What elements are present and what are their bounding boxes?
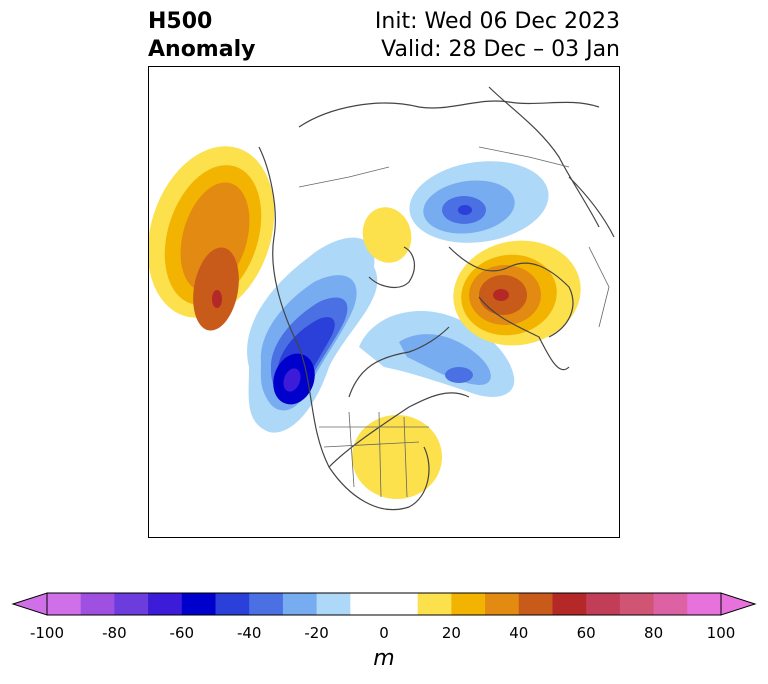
title-line-1: H500 <box>148 9 213 34</box>
title-line-2: Anomaly <box>148 37 256 62</box>
colorbar-cell <box>518 593 553 615</box>
colorbar-tick-label: 0 <box>379 624 389 642</box>
colorbar-tick-label: -20 <box>304 624 329 642</box>
colorbar-cell <box>47 593 82 615</box>
colorbar-cell <box>316 593 351 615</box>
colorbar-cell <box>350 593 385 615</box>
colorbar-tick-label: -100 <box>29 624 65 642</box>
colorbar-extend-max <box>720 592 757 616</box>
political-borders <box>298 146 610 498</box>
colorbar-tick-label: 60 <box>576 624 596 642</box>
positive-anomaly-gulf-of-alaska <box>149 146 275 331</box>
colorbar-cell <box>148 593 183 615</box>
colorbar-cell <box>586 593 621 615</box>
colorbar-cell <box>282 593 318 615</box>
colorbar-cell <box>215 593 250 615</box>
colorbar-tick-label: 20 <box>441 624 461 642</box>
run-info: Init: Wed 06 Dec 2023 Valid: 28 Dec – 03… <box>375 8 620 64</box>
colorbar-cell <box>114 593 149 615</box>
colorbar-cell <box>653 593 688 615</box>
colorbar-cell <box>417 593 452 615</box>
anomaly-map <box>149 86 615 511</box>
positive-anomaly-canadian-arctic <box>362 207 412 263</box>
valid-period: Valid: 28 Dec – 03 Jan <box>381 37 620 62</box>
colorbar-cell <box>181 593 216 615</box>
colorbar-cell <box>687 593 722 615</box>
colorbar-cell <box>451 593 486 615</box>
coastlines <box>258 86 615 511</box>
colorbar <box>11 592 757 616</box>
colorbar-cell <box>384 593 419 615</box>
colorbar-tick-label: -80 <box>102 624 127 642</box>
colorbar-tick-label: 80 <box>644 624 664 642</box>
map-panel <box>148 66 620 538</box>
positive-anomaly-eastern-us <box>352 415 442 499</box>
positive-anomaly-scandinavia <box>453 240 581 346</box>
colorbar-cell <box>80 593 115 615</box>
colorbar-cell <box>552 593 587 615</box>
colorbar-cell <box>619 593 655 615</box>
chart-title: H500 Anomaly <box>148 8 255 64</box>
negative-anomaly-west-coast <box>247 237 378 433</box>
colorbar-tick-label: -40 <box>236 624 262 642</box>
colorbar-cell <box>485 593 520 615</box>
colorbar-tick-label: -60 <box>169 624 195 642</box>
negative-anomaly-siberia <box>409 161 549 243</box>
colorbar-tick-label: 100 <box>706 624 736 642</box>
colorbar-tick-label: 40 <box>509 624 529 642</box>
colorbar-outline <box>46 592 722 616</box>
colorbar-extend-min <box>11 592 48 616</box>
colorbar-cell <box>249 593 284 615</box>
init-time: Init: Wed 06 Dec 2023 <box>374 9 620 34</box>
colorbar-unit: m <box>373 646 395 671</box>
